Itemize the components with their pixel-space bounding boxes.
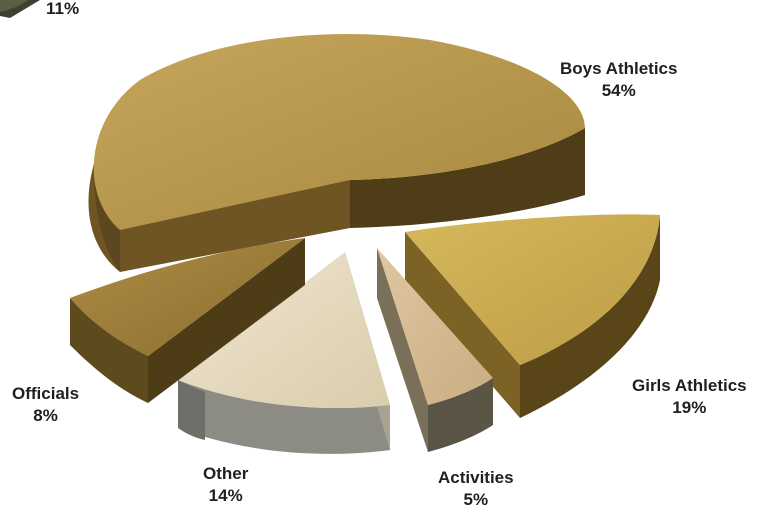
label-other: Other 14% (203, 463, 248, 507)
slice-activities-side (377, 248, 428, 452)
label-activities-value: 5% (463, 490, 489, 509)
label-girls-athletics-value: 19% (672, 398, 707, 417)
slice-other-top (178, 252, 390, 409)
label-activities-name: Activities (438, 468, 514, 487)
label-boys-athletics: Boys Athletics 54% (560, 58, 677, 102)
slice-other (178, 252, 390, 454)
slice-girls-athletics-side (405, 232, 520, 418)
label-eleven-percent-value: 11% (46, 0, 80, 18)
slice-girls-athletics-rim (520, 215, 660, 418)
slice-other-rim (178, 380, 390, 454)
slice-girls-athletics-top (405, 214, 660, 365)
label-other-value: 14% (208, 486, 243, 505)
slice-officials-side (148, 238, 305, 403)
slice-boys-athletics-rim-left (94, 160, 120, 272)
label-other-name: Other (203, 464, 249, 483)
slice-girls-athletics (405, 214, 660, 418)
label-girls-athletics-name: Girls Athletics (632, 376, 747, 395)
slice-officials-top (70, 238, 305, 356)
label-girls-athletics: Girls Athletics 19% (632, 375, 747, 419)
slice-eleven-percent (0, 0, 40, 18)
slice-boys-athletics-top (93, 33, 586, 230)
slice-boys-athletics (88, 33, 586, 272)
label-officials-value: 8% (33, 406, 58, 425)
label-officials-name: Officials (12, 384, 80, 403)
slice-officials-rim (70, 298, 148, 403)
label-boys-athletics-name: Boys Athletics (560, 59, 678, 78)
label-boys-athletics-value: 54% (601, 81, 636, 100)
label-officials: Officials 8% (12, 383, 79, 427)
label-eleven-percent: 11% (46, 0, 79, 20)
slice-activities (377, 248, 493, 452)
slice-boys-athletics-rim (350, 128, 585, 228)
slice-activities-rim (428, 378, 493, 452)
slice-activities-top (377, 248, 493, 405)
slice-officials (70, 238, 305, 403)
slice-other-rim-dark (178, 380, 205, 440)
slice-eleven-percent-top (0, 0, 28, 12)
label-activities: Activities 5% (438, 467, 514, 511)
